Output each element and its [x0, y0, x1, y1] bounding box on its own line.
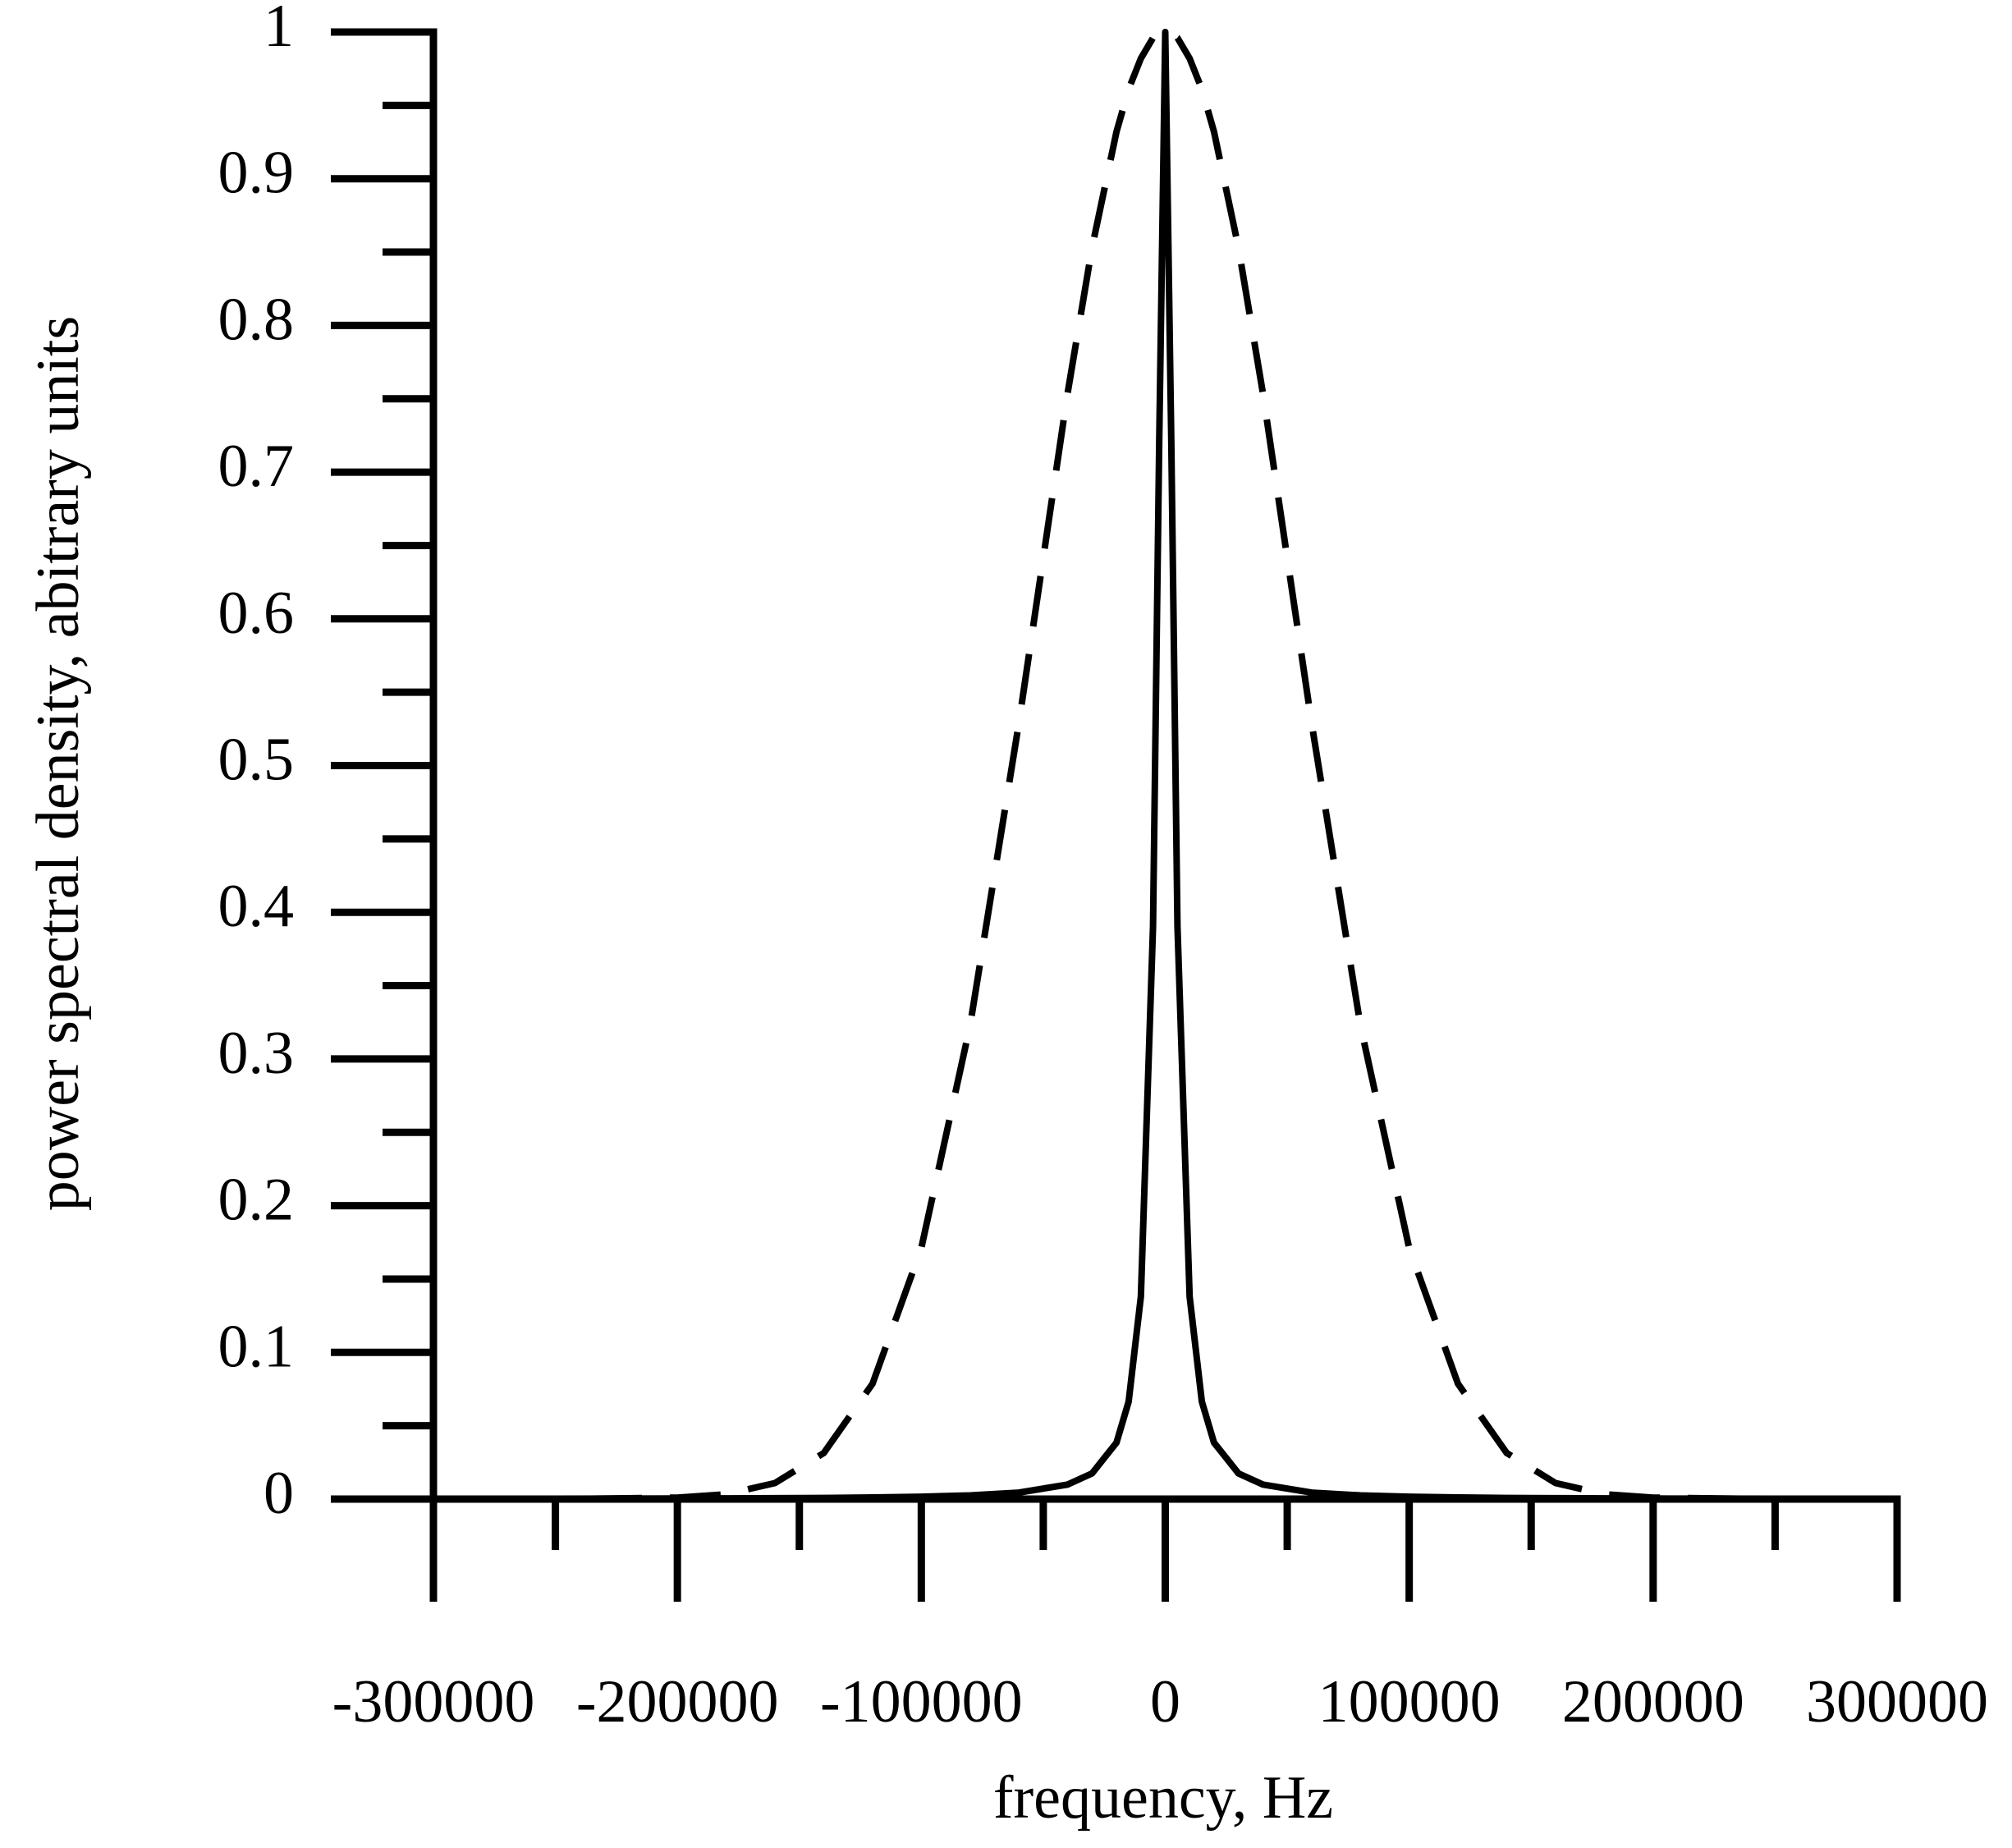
x-tick-label: -200000	[576, 1668, 779, 1736]
x-tick-label: 0	[1150, 1668, 1180, 1736]
x-tick-label: 100000	[1318, 1668, 1501, 1736]
y-axis-label: power spectral density, abitrary units	[25, 316, 92, 1212]
y-tick-label: 0.9	[218, 140, 295, 207]
x-axis-label: frequency, Hz	[993, 1764, 1333, 1832]
x-tick-label: -300000	[332, 1668, 535, 1736]
y-tick-label: 0.8	[218, 286, 295, 353]
y-tick-label: 0.3	[218, 1020, 295, 1087]
y-tick-label: 0	[264, 1460, 294, 1527]
y-tick-label: 0.7	[218, 433, 295, 500]
y-tick-label: 1	[264, 0, 294, 60]
y-tick-label: 0.5	[218, 726, 295, 793]
y-tick-label: 0.1	[218, 1313, 295, 1380]
x-tick-label: -100000	[820, 1668, 1023, 1736]
y-tick-label: 0.2	[218, 1167, 295, 1234]
y-tick-label: 0.6	[218, 580, 295, 647]
y-tick-label: 0.4	[218, 873, 295, 940]
x-tick-label: 200000	[1562, 1668, 1744, 1736]
x-tick-label: 300000	[1806, 1668, 1988, 1736]
series-line	[433, 29, 1898, 1502]
